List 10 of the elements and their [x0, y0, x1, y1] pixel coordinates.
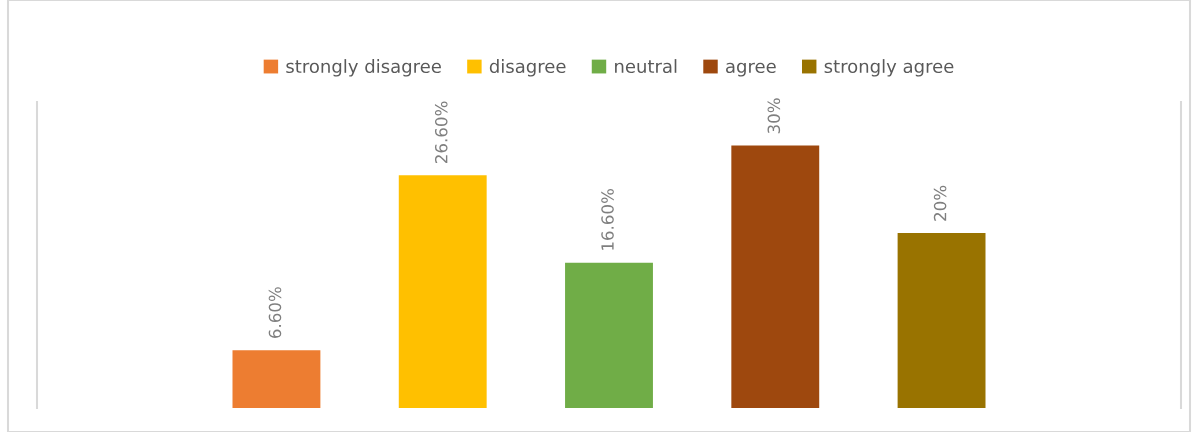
data-label: 26.60%: [434, 101, 448, 163]
legend-label: neutral: [615, 59, 677, 74]
data-label: 6.60%: [268, 287, 282, 338]
legend-label: strongly disagree: [286, 59, 441, 77]
data-label: 30%: [767, 98, 781, 134]
data-label: 20%: [933, 185, 947, 221]
data-label: 16.60%: [601, 189, 614, 250]
legend-label: disagree: [489, 59, 566, 77]
legend-label: strongly agree: [824, 59, 954, 77]
legend-label: agree: [726, 62, 776, 77]
